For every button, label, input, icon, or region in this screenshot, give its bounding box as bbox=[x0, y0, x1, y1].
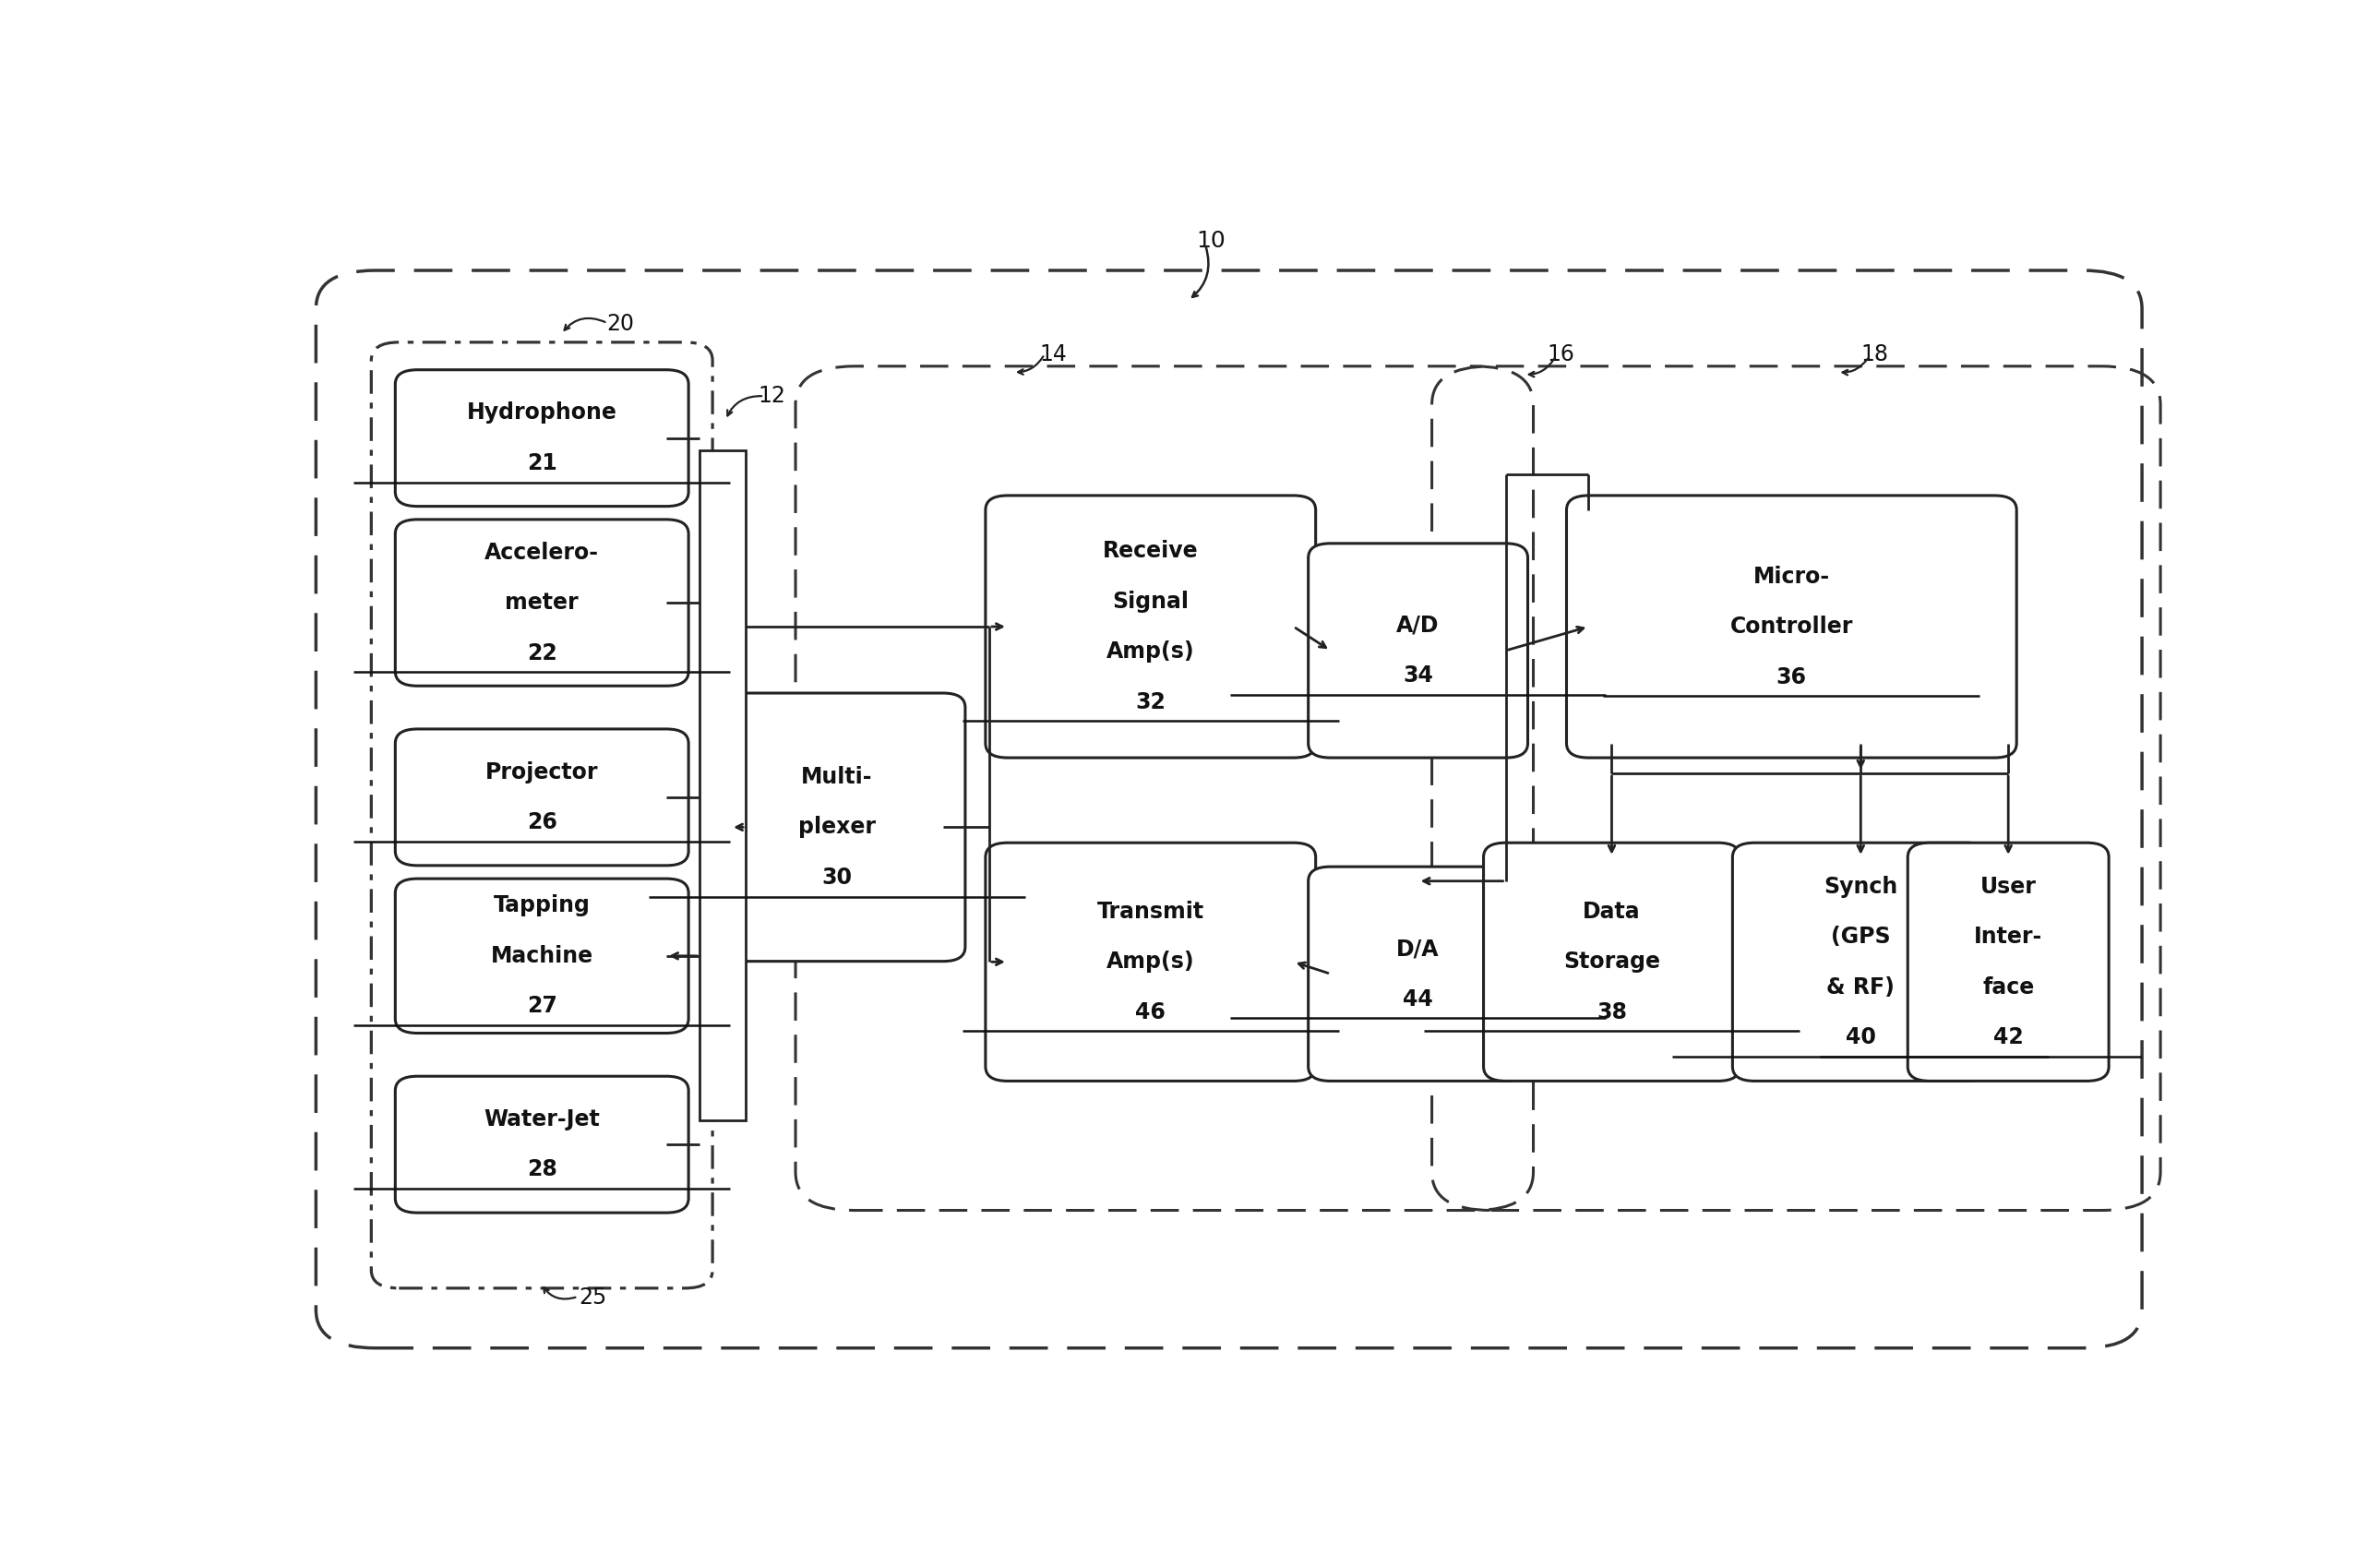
Text: Multi-: Multi- bbox=[802, 765, 873, 788]
Text: 46: 46 bbox=[1135, 1001, 1166, 1023]
Text: 32: 32 bbox=[1135, 690, 1166, 714]
FancyBboxPatch shape bbox=[1909, 843, 2109, 1081]
Text: Tapping: Tapping bbox=[493, 894, 590, 917]
Text: meter: meter bbox=[505, 591, 578, 614]
Text: 22: 22 bbox=[526, 642, 557, 664]
FancyBboxPatch shape bbox=[985, 843, 1316, 1081]
Text: Water-Jet: Water-Jet bbox=[483, 1109, 600, 1130]
Text: D/A: D/A bbox=[1397, 938, 1440, 959]
Text: 14: 14 bbox=[1040, 344, 1069, 365]
Text: Accelero-: Accelero- bbox=[486, 541, 600, 563]
Text: Amp(s): Amp(s) bbox=[1107, 641, 1195, 662]
FancyBboxPatch shape bbox=[1309, 866, 1528, 1081]
FancyBboxPatch shape bbox=[1566, 496, 2016, 757]
FancyBboxPatch shape bbox=[985, 496, 1316, 757]
FancyBboxPatch shape bbox=[395, 879, 688, 1033]
Text: & RF): & RF) bbox=[1825, 977, 1894, 998]
FancyBboxPatch shape bbox=[395, 370, 688, 507]
Text: plexer: plexer bbox=[797, 816, 876, 838]
Text: 38: 38 bbox=[1597, 1001, 1628, 1023]
FancyBboxPatch shape bbox=[709, 694, 966, 961]
Text: Hydrophone: Hydrophone bbox=[466, 401, 616, 425]
Text: 28: 28 bbox=[526, 1158, 557, 1180]
FancyBboxPatch shape bbox=[395, 1076, 688, 1213]
Text: 26: 26 bbox=[526, 812, 557, 833]
Text: 20: 20 bbox=[607, 313, 633, 336]
Text: 40: 40 bbox=[1844, 1026, 1875, 1048]
Text: face: face bbox=[1983, 977, 2035, 998]
Text: Transmit: Transmit bbox=[1097, 900, 1204, 922]
Text: 12: 12 bbox=[757, 386, 785, 407]
Text: 16: 16 bbox=[1547, 344, 1576, 365]
Text: Inter-: Inter- bbox=[1973, 925, 2042, 949]
Text: Micro-: Micro- bbox=[1754, 566, 1830, 588]
Text: 27: 27 bbox=[526, 995, 557, 1017]
Text: A/D: A/D bbox=[1397, 614, 1440, 636]
Text: 21: 21 bbox=[526, 453, 557, 474]
Text: Storage: Storage bbox=[1564, 950, 1661, 973]
Text: 18: 18 bbox=[1861, 344, 1887, 365]
Text: 34: 34 bbox=[1402, 664, 1433, 687]
Text: Projector: Projector bbox=[486, 760, 597, 784]
FancyBboxPatch shape bbox=[395, 729, 688, 866]
Text: Signal: Signal bbox=[1111, 591, 1190, 613]
Text: 44: 44 bbox=[1402, 987, 1433, 1011]
Text: 30: 30 bbox=[821, 866, 852, 888]
Text: Synch: Synch bbox=[1823, 875, 1897, 897]
Text: Controller: Controller bbox=[1730, 616, 1854, 638]
Text: Amp(s): Amp(s) bbox=[1107, 950, 1195, 973]
FancyBboxPatch shape bbox=[395, 519, 688, 686]
FancyBboxPatch shape bbox=[1483, 843, 1740, 1081]
Bar bbox=[700, 449, 745, 1121]
Text: 42: 42 bbox=[1992, 1026, 2023, 1048]
Text: 25: 25 bbox=[578, 1286, 607, 1309]
Text: User: User bbox=[1980, 875, 2037, 897]
FancyBboxPatch shape bbox=[1309, 543, 1528, 757]
Text: Receive: Receive bbox=[1102, 540, 1200, 563]
Text: 10: 10 bbox=[1195, 230, 1226, 252]
Text: (GPS: (GPS bbox=[1830, 925, 1890, 949]
FancyBboxPatch shape bbox=[1733, 843, 1990, 1081]
Text: Data: Data bbox=[1583, 900, 1640, 922]
Text: Machine: Machine bbox=[490, 945, 593, 967]
Text: 36: 36 bbox=[1775, 666, 1806, 687]
